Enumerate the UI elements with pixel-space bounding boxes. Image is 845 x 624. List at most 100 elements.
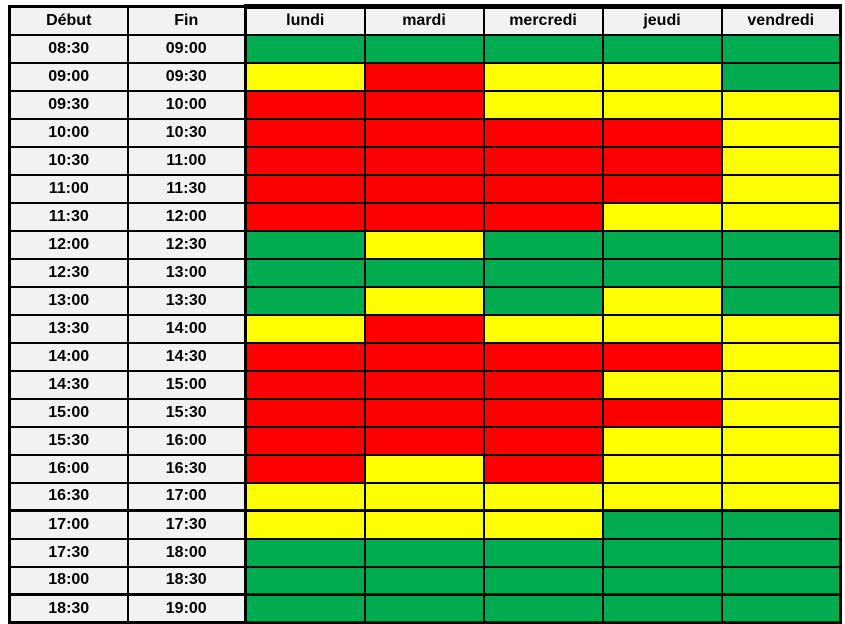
slot-mardi-16-30[interactable] [363,481,485,512]
slot-vendredi-16-00[interactable] [720,453,842,484]
slot-vendredi-09-00[interactable] [720,61,842,92]
slot-mardi-17-00[interactable] [363,509,485,540]
slot-mercredi-09-30[interactable] [482,89,604,120]
slot-lundi-12-00[interactable] [244,229,366,260]
slot-mardi-10-00[interactable] [363,117,485,148]
slot-vendredi-08-30[interactable] [720,33,842,64]
slot-mardi-15-00[interactable] [363,397,485,428]
slot-mardi-11-00[interactable] [363,173,485,204]
slot-jeudi-15-30[interactable] [601,425,723,456]
slot-jeudi-09-30[interactable] [601,89,723,120]
slot-vendredi-15-00[interactable] [720,397,842,428]
slot-mercredi-11-30[interactable] [482,201,604,232]
slot-mardi-17-30[interactable] [363,537,485,568]
slot-vendredi-13-00[interactable] [720,285,842,316]
slot-mardi-11-30[interactable] [363,201,485,232]
slot-mardi-14-30[interactable] [363,369,485,400]
slot-lundi-14-00[interactable] [244,341,366,372]
slot-jeudi-13-00[interactable] [601,285,723,316]
slot-vendredi-12-00[interactable] [720,229,842,260]
slot-mardi-14-00[interactable] [363,341,485,372]
slot-mercredi-17-30[interactable] [482,537,604,568]
slot-lundi-15-00[interactable] [244,397,366,428]
slot-mercredi-10-00[interactable] [482,117,604,148]
slot-lundi-09-30[interactable] [244,89,366,120]
slot-mercredi-18-00[interactable] [482,565,604,596]
slot-mardi-15-30[interactable] [363,425,485,456]
slot-vendredi-09-30[interactable] [720,89,842,120]
slot-mercredi-11-00[interactable] [482,173,604,204]
slot-jeudi-18-30[interactable] [601,593,723,624]
slot-lundi-13-00[interactable] [244,285,366,316]
slot-vendredi-14-00[interactable] [720,341,842,372]
slot-vendredi-18-00[interactable] [720,565,842,596]
slot-lundi-10-30[interactable] [244,145,366,176]
slot-lundi-15-30[interactable] [244,425,366,456]
slot-jeudi-16-30[interactable] [601,481,723,512]
slot-vendredi-12-30[interactable] [720,257,842,288]
slot-jeudi-11-30[interactable] [601,201,723,232]
slot-jeudi-12-00[interactable] [601,229,723,260]
slot-mercredi-17-00[interactable] [482,509,604,540]
slot-jeudi-14-00[interactable] [601,341,723,372]
slot-mercredi-18-30[interactable] [482,593,604,624]
slot-lundi-16-00[interactable] [244,453,366,484]
slot-jeudi-17-30[interactable] [601,537,723,568]
slot-jeudi-18-00[interactable] [601,565,723,596]
slot-jeudi-09-00[interactable] [601,61,723,92]
slot-jeudi-11-00[interactable] [601,173,723,204]
slot-mardi-08-30[interactable] [363,33,485,64]
slot-mardi-12-00[interactable] [363,229,485,260]
slot-lundi-11-00[interactable] [244,173,366,204]
slot-vendredi-11-00[interactable] [720,173,842,204]
slot-lundi-18-30[interactable] [244,593,366,624]
slot-mardi-13-30[interactable] [363,313,485,344]
slot-mercredi-14-00[interactable] [482,341,604,372]
slot-mardi-09-00[interactable] [363,61,485,92]
slot-jeudi-13-30[interactable] [601,313,723,344]
slot-lundi-17-30[interactable] [244,537,366,568]
slot-jeudi-15-00[interactable] [601,397,723,428]
slot-mercredi-10-30[interactable] [482,145,604,176]
slot-lundi-16-30[interactable] [244,481,366,512]
slot-mercredi-08-30[interactable] [482,33,604,64]
slot-mercredi-16-00[interactable] [482,453,604,484]
slot-jeudi-16-00[interactable] [601,453,723,484]
slot-jeudi-10-30[interactable] [601,145,723,176]
slot-vendredi-13-30[interactable] [720,313,842,344]
slot-vendredi-17-00[interactable] [720,509,842,540]
slot-jeudi-17-00[interactable] [601,509,723,540]
slot-vendredi-10-30[interactable] [720,145,842,176]
slot-vendredi-15-30[interactable] [720,425,842,456]
slot-mercredi-14-30[interactable] [482,369,604,400]
slot-mercredi-15-30[interactable] [482,425,604,456]
slot-lundi-10-00[interactable] [244,117,366,148]
slot-lundi-17-00[interactable] [244,509,366,540]
slot-mercredi-12-30[interactable] [482,257,604,288]
slot-mardi-09-30[interactable] [363,89,485,120]
slot-mardi-18-00[interactable] [363,565,485,596]
slot-lundi-12-30[interactable] [244,257,366,288]
slot-lundi-13-30[interactable] [244,313,366,344]
slot-vendredi-17-30[interactable] [720,537,842,568]
slot-vendredi-16-30[interactable] [720,481,842,512]
slot-lundi-18-00[interactable] [244,565,366,596]
slot-mercredi-16-30[interactable] [482,481,604,512]
slot-jeudi-14-30[interactable] [601,369,723,400]
slot-vendredi-11-30[interactable] [720,201,842,232]
slot-mardi-10-30[interactable] [363,145,485,176]
slot-mardi-18-30[interactable] [363,593,485,624]
slot-mercredi-15-00[interactable] [482,397,604,428]
slot-mercredi-12-00[interactable] [482,229,604,260]
slot-lundi-09-00[interactable] [244,61,366,92]
slot-vendredi-10-00[interactable] [720,117,842,148]
slot-mardi-16-00[interactable] [363,453,485,484]
slot-mardi-13-00[interactable] [363,285,485,316]
slot-jeudi-08-30[interactable] [601,33,723,64]
slot-lundi-08-30[interactable] [244,33,366,64]
slot-lundi-14-30[interactable] [244,369,366,400]
slot-mercredi-13-30[interactable] [482,313,604,344]
slot-vendredi-18-30[interactable] [720,593,842,624]
slot-jeudi-10-00[interactable] [601,117,723,148]
slot-mercredi-09-00[interactable] [482,61,604,92]
